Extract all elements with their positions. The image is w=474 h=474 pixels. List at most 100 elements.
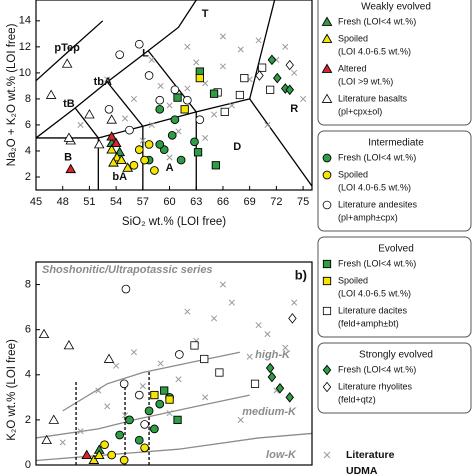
x-marker [246,353,253,360]
circle-marker [119,379,129,389]
circle-marker [175,350,184,359]
field-label: A [166,162,174,174]
y-tick-label: 2 [25,171,31,183]
legend-label: Fresh (LOI<4 wt.%) [338,152,416,162]
diamond-marker [322,381,332,393]
triangle-marker [38,328,50,339]
x-marker [166,410,173,417]
x-marker [113,362,120,369]
boundary-line [35,20,104,82]
plot-frame [35,0,313,191]
x-marker [228,102,235,109]
x-marker [264,331,271,338]
field-label: tB [63,98,75,110]
y-tick-label: 10 [19,67,31,79]
legend-label: (pl+amph±cpx) [338,212,398,222]
triangle-marker [321,93,333,103]
x-tick-label: 51 [83,196,95,208]
circle-marker [134,435,144,445]
legend-box [317,130,472,232]
x-marker [219,281,227,288]
square-marker [250,379,260,388]
x-marker [157,82,164,89]
circle-marker [115,50,125,59]
triangle-marker [88,454,100,464]
x-marker [157,360,164,367]
circle-marker [144,406,154,416]
x-marker [193,59,200,66]
triangle-marker [103,353,115,363]
x-tick-label: 60 [163,196,175,208]
legend-label: Literature andesites [338,199,418,209]
circle-marker [155,95,165,105]
square-marker [150,390,159,400]
legend-label: Fresh (LOI<4 wt.%) [338,258,416,268]
x-marker [166,154,173,161]
square-marker [173,93,182,102]
x-marker [121,115,129,122]
x-marker [95,387,102,394]
legend-label: (LOI 4.0-6.5 wt.%) [338,288,411,298]
boundary-line [35,394,250,439]
square-marker [266,85,275,94]
legend-label: (feld+qtz) [338,394,376,404]
triangle-marker [122,162,134,172]
x-axis-label: SiO₂ wt.% (LOI free) [122,216,226,228]
legend-label: Literature dacites [338,305,408,315]
circle-marker [190,137,199,147]
triangle-marker [321,63,333,73]
legend-label: Spoiled [338,33,368,43]
legend-group: Evolved Fresh (LOI<4 wt.%) Spoiled (LOI 4.0… [317,236,472,338]
diamond-marker [285,392,294,403]
x-marker [184,308,191,315]
legend-box [317,342,472,414]
boundary-line [249,0,276,100]
legend-label: Literature rhyolites [338,381,413,391]
circle-marker [322,170,332,180]
circle-marker [129,160,139,170]
field-label: R [290,103,298,115]
square-marker [211,161,220,170]
y-axis-label: K₂O wt.% (LOI free) [6,339,18,441]
y-tick-label: 14 [19,15,31,27]
diamond-marker [265,362,275,374]
legend-group: LiteratureUDMAigneous rocks [346,449,395,474]
y-tick-label: 4 [25,145,31,157]
x-marker [291,299,298,306]
legend-group: Intermediate Fresh (LOI<4 wt.%) Spoiled (LO… [317,130,472,232]
diamond-marker [255,70,264,81]
legend-group-title: Weakly evolved [361,2,431,13]
plot [35,351,313,465]
y-tick-label: 4 [25,369,31,381]
legend-label: Altered [338,63,367,73]
legend-label: (pl+cpx±ol) [338,106,382,116]
x-marker [148,121,155,128]
x-marker [237,46,244,53]
y-tick-label: 0 [25,459,31,471]
triangle-marker [321,16,333,26]
square-marker [195,73,204,83]
legend-box [317,0,472,126]
boundary-line [74,107,99,139]
legend-label: (LOI 4.0-6.5 wt.%) [338,182,411,192]
field-label: bA [112,171,127,183]
circle-marker [107,450,117,460]
x-tick-label: 48 [57,196,69,208]
diamond-marker [322,364,332,376]
triangle-marker [41,434,52,445]
square-marker [322,306,332,316]
triangle-marker [61,58,73,68]
legend-group-title: Evolved [378,244,414,255]
x-marker [166,102,173,109]
boundary-line [98,98,250,139]
boundary-line [106,81,144,127]
x-marker [104,76,111,83]
boundary-line [35,0,197,139]
boundary-line [35,432,313,462]
field-label: pTep [54,42,80,54]
square-marker [173,415,182,425]
x-marker [104,403,111,410]
y-tick-label: 12 [19,41,31,53]
circle-marker [144,71,154,80]
